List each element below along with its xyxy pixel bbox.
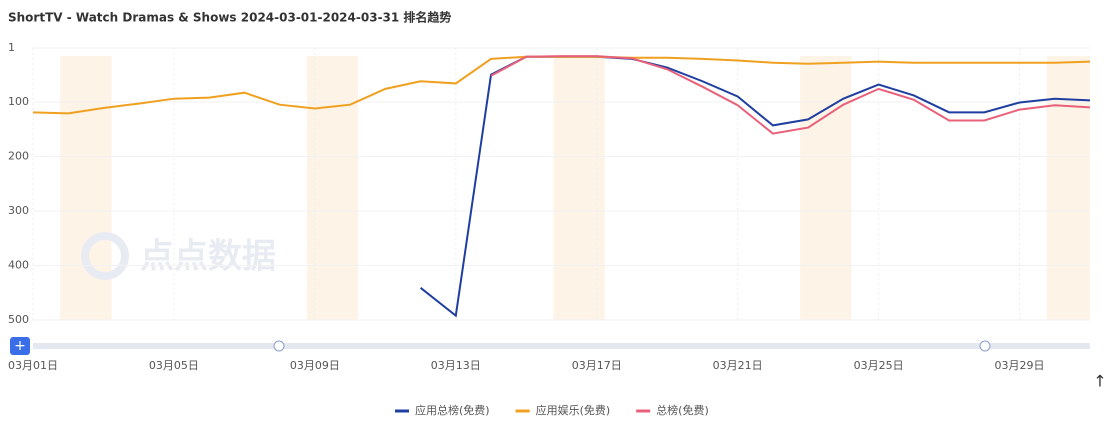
chart-title: ShortTV - Watch Dramas & Shows 2024-03-0…	[8, 10, 451, 25]
scroll-top-icon[interactable]: ↑	[1093, 372, 1106, 391]
weekend-band	[800, 56, 852, 320]
x-tick-label: 03月21日	[713, 359, 763, 372]
x-tick-label: 03月29日	[995, 359, 1045, 372]
legend-label: 应用总榜(免费)	[415, 403, 490, 417]
y-tick-label: 1	[8, 41, 15, 54]
y-tick-label: 500	[8, 313, 29, 326]
weekend-band	[306, 56, 359, 320]
series-line	[419, 55, 1091, 318]
y-tick-label: 400	[8, 258, 29, 271]
slider-handle[interactable]	[273, 340, 285, 352]
legend-item[interactable]: 应用娱乐(免费)	[515, 403, 611, 417]
y-tick-label: 300	[8, 204, 29, 217]
y-tick-label: 100	[8, 95, 29, 108]
legend-item[interactable]: 总榜(免费)	[636, 403, 709, 417]
x-tick-label: 03月05日	[149, 359, 199, 372]
watermark: 点点数据	[140, 237, 276, 277]
x-tick-label: 03月09日	[290, 359, 340, 372]
weekend-band	[553, 56, 605, 320]
x-tick-label: 03月17日	[572, 359, 622, 372]
x-tick-label: 03月25日	[854, 359, 904, 372]
y-tick-label: 200	[8, 149, 29, 162]
series-line	[490, 55, 1091, 135]
weekend-band	[1046, 56, 1090, 320]
zoom-button[interactable]	[10, 337, 30, 355]
slider-handle[interactable]	[979, 340, 991, 352]
legend-label: 应用娱乐(免费)	[536, 403, 611, 417]
zoom-icon: +	[14, 338, 26, 354]
x-tick-label: 03月13日	[431, 359, 481, 372]
weekend-band	[60, 56, 112, 320]
legend-item[interactable]: 应用总榜(免费)	[395, 403, 490, 417]
x-tick-label: 03月01日	[8, 359, 58, 372]
legend-label: 总榜(免费)	[656, 403, 709, 417]
watermark-logo	[81, 232, 129, 280]
